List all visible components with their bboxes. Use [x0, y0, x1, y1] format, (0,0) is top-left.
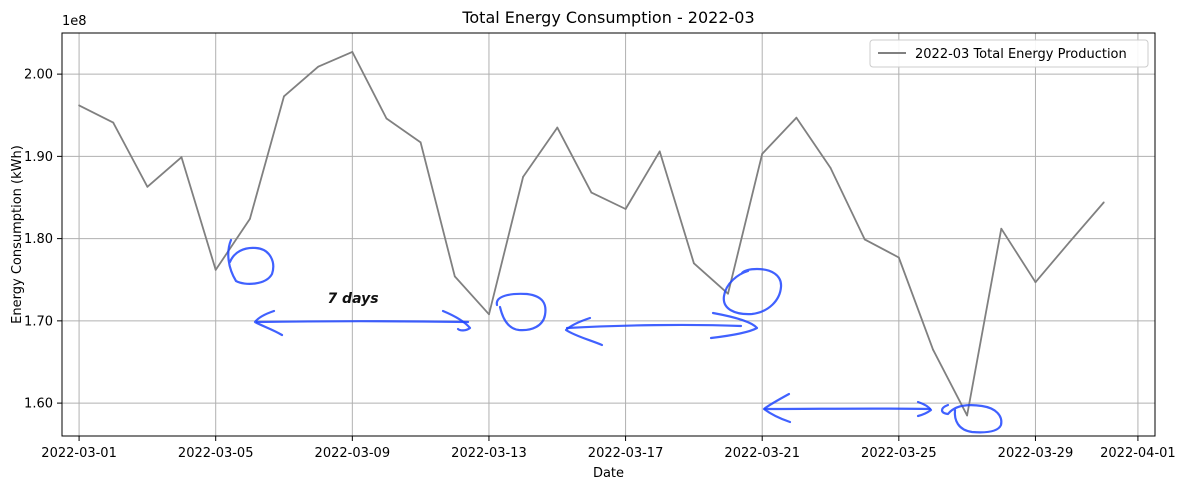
data-point [692, 262, 695, 265]
data-point [317, 65, 320, 68]
data-point [966, 414, 969, 417]
arrow-right-head-3 [916, 400, 933, 418]
y-tick-label: 1.90 [24, 150, 53, 165]
series-layer [78, 51, 1105, 417]
data-point [863, 238, 866, 241]
x-axis-title: Date [593, 466, 624, 481]
circle-mark-0320 [722, 267, 783, 316]
data-point [556, 126, 559, 129]
data-point [180, 156, 183, 159]
y-tick-label: 2.00 [24, 68, 53, 83]
data-point [795, 116, 798, 119]
grid [62, 33, 1155, 436]
data-point [419, 141, 422, 144]
arrow-right-head-1 [441, 309, 472, 332]
legend-box [869, 39, 1149, 68]
chart-title: Total Energy Consumption - 2022-03 [461, 8, 754, 27]
data-point [283, 95, 285, 98]
data-point [146, 185, 149, 188]
series-line [78, 51, 1105, 417]
x-tick-label: 2022-03-05 [178, 446, 254, 461]
annotations: 7 days [227, 238, 1003, 434]
legend: 2022-03 Total Energy Production [869, 39, 1149, 68]
data-point [112, 121, 115, 124]
data-point [897, 256, 900, 259]
arrow-left-head-2 [564, 316, 604, 347]
plot-frame [61, 32, 1156, 437]
x-tick-label: 2022-03-09 [315, 446, 391, 461]
x-tick-label: 2022-03-13 [451, 446, 527, 461]
data-point [727, 292, 729, 295]
x-tick-label: 2022-03-21 [724, 446, 800, 461]
data-point [624, 208, 627, 210]
arrow-shaft-1 [255, 320, 470, 324]
data-point [932, 348, 934, 351]
y-axis-title: Energy Consumption (kWh) [10, 145, 25, 324]
y-offset-label: 1e8 [62, 14, 87, 29]
data-point [351, 51, 354, 53]
data-point [385, 117, 388, 120]
x-tick-label: 2022-03-01 [41, 446, 117, 461]
x-tick-label: 2022-04-01 [1100, 446, 1176, 461]
y-ticks: 1.60 1.70 1.80 1.90 2.00 [24, 68, 62, 412]
data-point [522, 176, 525, 178]
y-tick-label: 1.70 [24, 314, 53, 329]
data-point [761, 153, 764, 155]
data-point [453, 275, 456, 278]
data-point [214, 268, 217, 271]
arrow-left-head-1 [253, 309, 284, 337]
data-point [829, 166, 832, 169]
circle-mark-0327 [940, 403, 1003, 434]
y-tick-label: 1.60 [24, 397, 53, 412]
arrow-shaft-2 [565, 323, 743, 330]
annotation-label: 7 days [327, 291, 378, 307]
data-point [590, 191, 593, 194]
x-ticks: 2022-03-01 2022-03-05 2022-03-09 2022-03-13… [41, 436, 1176, 461]
data-point [1000, 227, 1003, 230]
data-point [248, 217, 251, 220]
x-tick-label: 2022-03-29 [998, 446, 1074, 461]
data-point [1102, 201, 1105, 204]
data-point [78, 104, 80, 107]
y-tick-label: 1.80 [24, 232, 53, 247]
legend-label: 2022-03 Total Energy Production [915, 47, 1127, 62]
data-point [488, 313, 490, 316]
circle-mark-0313 [495, 292, 547, 332]
data-point [1068, 241, 1071, 243]
data-point [658, 150, 661, 153]
x-tick-label: 2022-03-17 [588, 446, 664, 461]
data-point [1034, 281, 1037, 284]
x-tick-label: 2022-03-25 [861, 446, 937, 461]
arrow-right-head-2 [709, 311, 759, 340]
circle-mark-0305 [227, 238, 275, 285]
axes [61, 32, 1156, 437]
